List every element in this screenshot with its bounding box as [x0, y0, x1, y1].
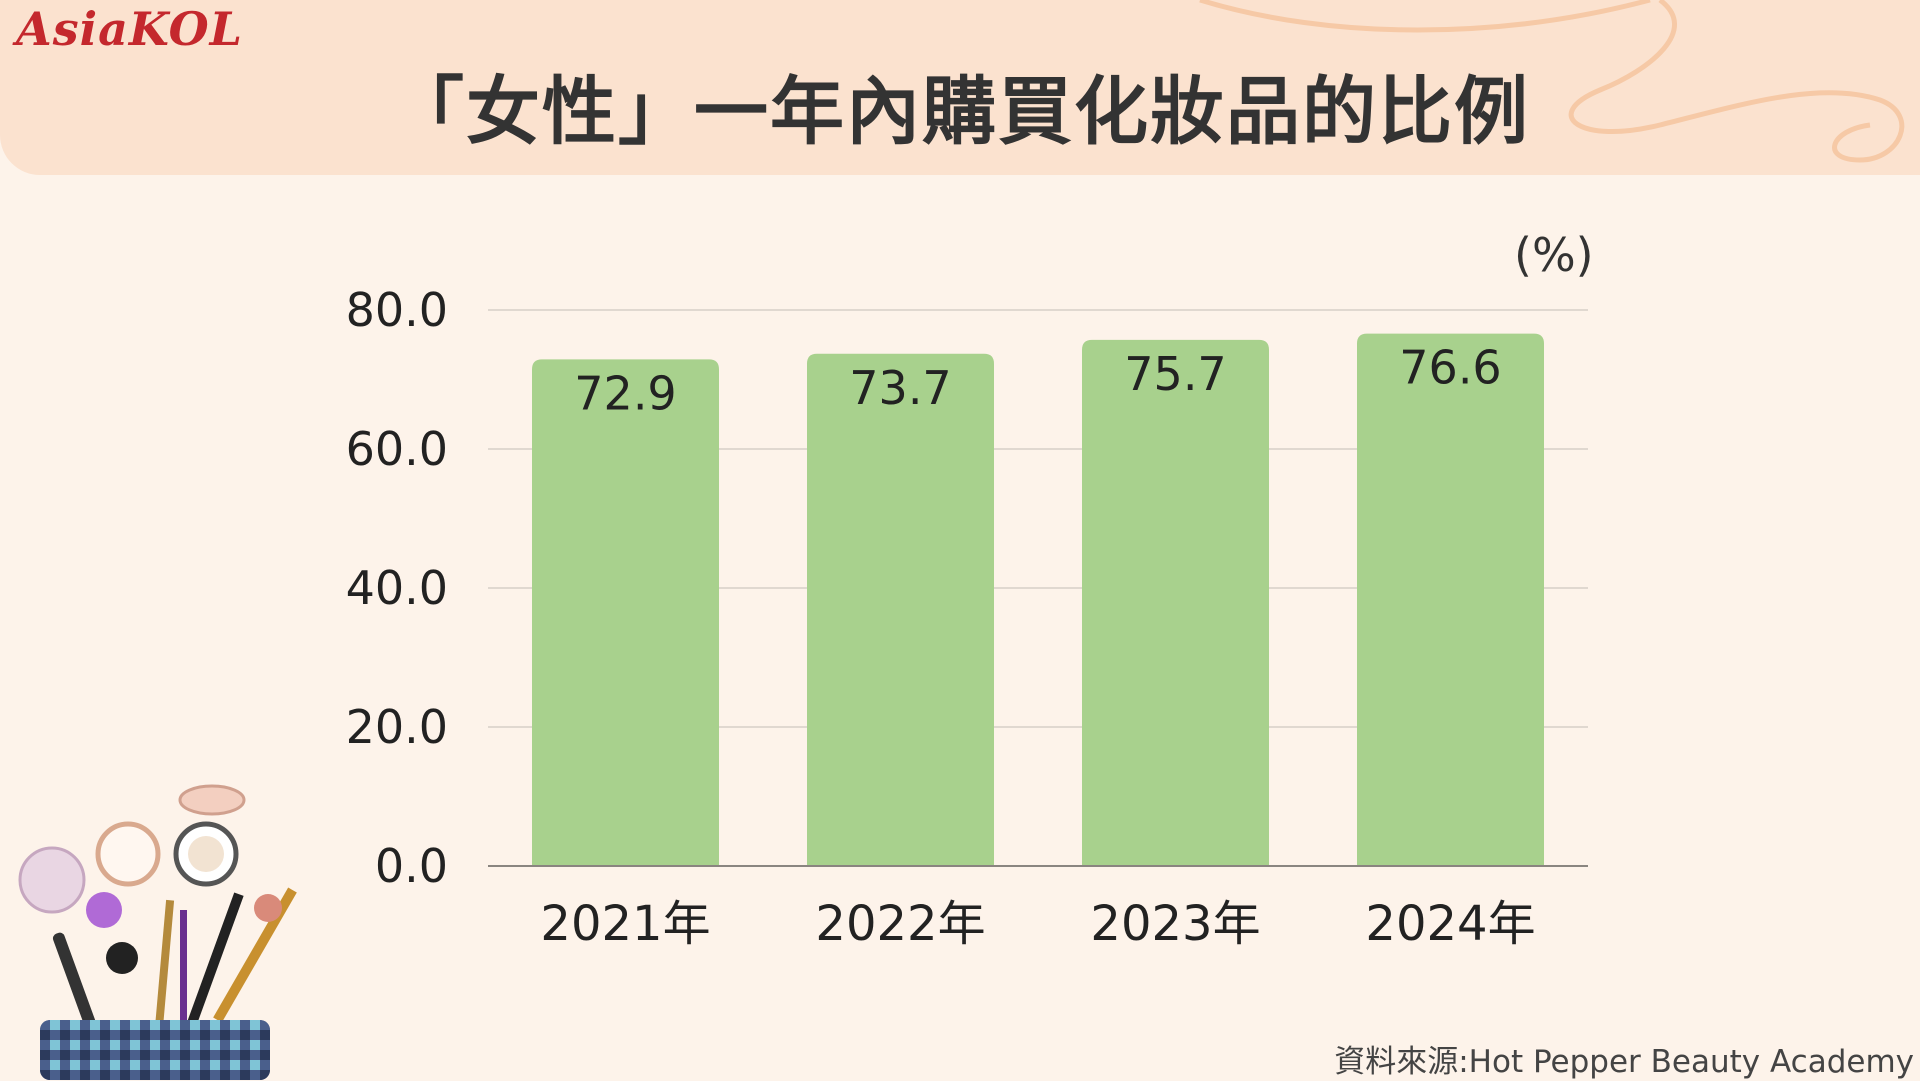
data-label: 73.7	[849, 361, 951, 415]
unit-label: (%)	[1514, 228, 1594, 282]
data-label: 72.9	[574, 366, 676, 420]
source-note: 資料來源:Hot Pepper Beauty Academy	[1334, 1044, 1914, 1080]
data-label: 76.6	[1399, 341, 1501, 395]
y-tick-label: 40.0	[346, 561, 448, 615]
bar	[807, 353, 994, 866]
data-label: 75.7	[1124, 347, 1226, 401]
cosmetics-illustration	[18, 784, 297, 1080]
x-tick-label: 2022年	[815, 896, 985, 952]
bar	[1357, 333, 1544, 866]
bar	[532, 359, 719, 866]
bar	[1082, 339, 1269, 866]
y-tick-label: 60.0	[346, 422, 448, 476]
decorative-swirl	[1199, 0, 1905, 163]
x-tick-label: 2021年	[540, 896, 710, 952]
asiakol-logo: AsiaKOL	[16, 2, 244, 56]
y-tick-label: 0.0	[375, 839, 448, 893]
x-tick-label: 2023年	[1090, 896, 1260, 952]
page-title: 「女性」一年內購買化妝品的比例	[390, 69, 1530, 155]
y-tick-label: 20.0	[346, 700, 448, 754]
x-tick-label: 2024年	[1365, 896, 1535, 952]
y-tick-label: 80.0	[346, 283, 448, 337]
